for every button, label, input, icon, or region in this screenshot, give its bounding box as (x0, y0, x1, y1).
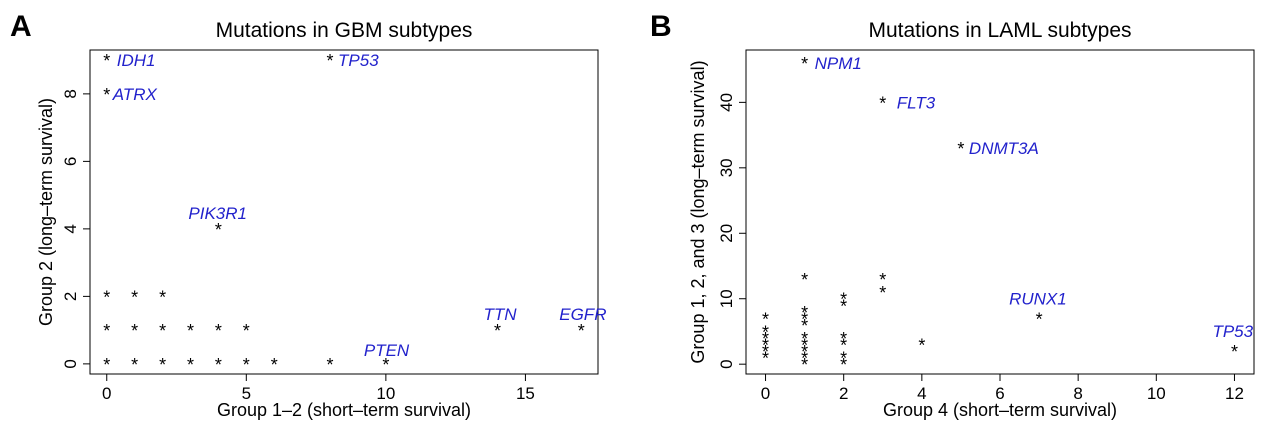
data-point: * (762, 329, 769, 349)
data-point: * (187, 355, 194, 375)
data-point: * (840, 329, 847, 349)
gene-label: IDH1 (117, 51, 156, 70)
y-tick-label: 8 (61, 89, 80, 98)
data-point: * (957, 139, 964, 159)
gene-label: EGFR (559, 305, 606, 324)
gene-label: FLT3 (897, 93, 936, 112)
data-point: * (327, 355, 334, 375)
data-point: * (131, 321, 138, 341)
gene-label: DNMT3A (969, 139, 1039, 158)
data-point: * (215, 220, 222, 240)
data-point: * (243, 355, 250, 375)
chart-title: Mutations in GBM subtypes (216, 19, 473, 42)
x-tick-label: 15 (516, 384, 535, 403)
data-point: * (131, 287, 138, 307)
data-point: * (840, 296, 847, 316)
gene-label: TTN (484, 305, 518, 324)
y-tick-label: 4 (61, 224, 80, 233)
data-point: * (801, 355, 808, 375)
data-point: * (243, 321, 250, 341)
data-point: * (762, 336, 769, 356)
data-point: * (215, 321, 222, 341)
data-point: * (215, 355, 222, 375)
data-point: * (801, 336, 808, 356)
x-tick-label: 10 (376, 384, 395, 403)
x-axis-label: Group 1–2 (short–term survival) (217, 400, 471, 420)
gene-label: NPM1 (815, 54, 862, 73)
data-point: * (801, 309, 808, 329)
plot-frame (89, 49, 599, 375)
panel-b: B Mutations in LAML subtypes 0 2 4 6 8 10 12 0 10 2… (650, 10, 1255, 420)
gene-label: RUNX1 (1009, 289, 1067, 308)
gene-label: TP53 (1212, 322, 1253, 341)
y-tick-label: 0 (717, 359, 736, 368)
data-point: * (159, 287, 166, 307)
data-point: * (879, 93, 886, 113)
data-point: * (801, 303, 808, 323)
x-tick-label: 5 (242, 384, 251, 403)
data-point: * (159, 321, 166, 341)
panel-a: A Mutations in GBM subtypes 0 5 10 15 0 2 4 6 8 Gro… (10, 10, 606, 420)
y-tick-label: 30 (717, 158, 736, 177)
data-point: * (840, 336, 847, 356)
data-point: * (271, 355, 278, 375)
data-point: * (879, 270, 886, 290)
data-point: * (159, 355, 166, 375)
x-tick-label: 2 (839, 384, 848, 403)
data-point: * (762, 309, 769, 329)
data-point: * (578, 321, 585, 341)
panel-letter: B (650, 10, 672, 43)
chart-title: Mutations in LAML subtypes (868, 19, 1131, 42)
x-tick-label: 4 (917, 384, 926, 403)
y-tick-label: 40 (717, 93, 736, 112)
data-point: * (327, 51, 334, 71)
gene-label: ATRX (112, 85, 158, 104)
data-point: * (103, 355, 110, 375)
data-point: * (762, 342, 769, 362)
data-point: * (103, 85, 110, 105)
y-tick-label: 10 (717, 289, 736, 308)
y-tick-label: 6 (61, 157, 80, 166)
data-point: * (801, 349, 808, 369)
data-point: * (131, 355, 138, 375)
y-axis-label: Group 2 (long–term survival) (36, 98, 56, 326)
y-tick-label: 20 (717, 224, 736, 243)
gene-label: TP53 (338, 51, 379, 70)
x-tick-label: 0 (761, 384, 770, 403)
data-point: * (1231, 342, 1238, 362)
data-point: * (103, 287, 110, 307)
data-point: * (801, 329, 808, 349)
data-point: * (801, 342, 808, 362)
data-point: * (801, 316, 808, 336)
plot-frame (745, 49, 1255, 375)
y-tick-label: 0 (61, 359, 80, 368)
x-tick-label: 0 (102, 384, 111, 403)
x-axis-label: Group 4 (short–term survival) (883, 400, 1117, 420)
gene-label: PIK3R1 (188, 204, 247, 223)
x-tick-label: 8 (1073, 384, 1082, 403)
data-point: * (382, 355, 389, 375)
data-point: * (801, 54, 808, 74)
data-point: * (494, 321, 501, 341)
data-point: * (762, 322, 769, 342)
data-point: * (918, 336, 925, 356)
data-point: * (1036, 309, 1043, 329)
data-point: * (840, 349, 847, 369)
x-tick-label: 10 (1147, 384, 1166, 403)
data-point: * (840, 355, 847, 375)
data-point: * (879, 283, 886, 303)
gene-label: PTEN (364, 341, 410, 360)
data-point: * (187, 321, 194, 341)
x-tick-label: 6 (995, 384, 1004, 403)
panel-letter: A (10, 10, 32, 43)
y-tick-label: 2 (61, 292, 80, 301)
data-point: * (103, 51, 110, 71)
data-point: * (103, 321, 110, 341)
data-point: * (840, 290, 847, 310)
x-tick-label: 12 (1225, 384, 1244, 403)
y-axis-label: Group 1, 2, and 3 (long–term survival) (688, 60, 708, 363)
data-point: * (762, 349, 769, 369)
data-point: * (801, 270, 808, 290)
